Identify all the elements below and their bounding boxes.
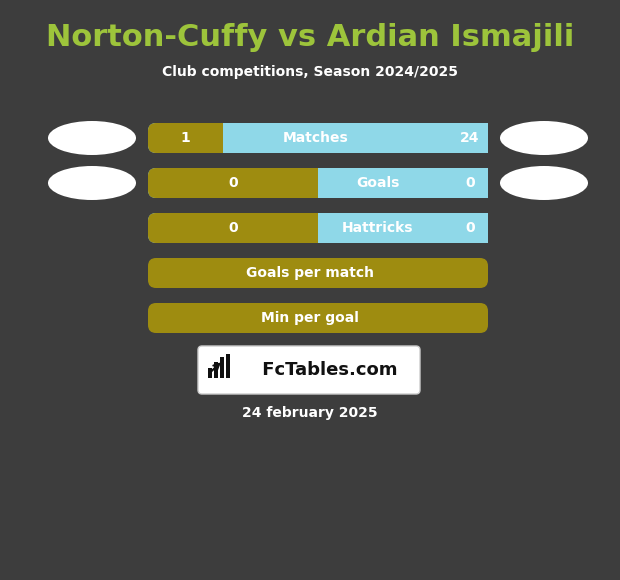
Text: 0: 0	[228, 176, 238, 190]
Text: 1: 1	[180, 131, 190, 145]
FancyBboxPatch shape	[148, 303, 488, 333]
FancyBboxPatch shape	[148, 168, 318, 198]
Text: Club competitions, Season 2024/2025: Club competitions, Season 2024/2025	[162, 65, 458, 79]
Text: Matches: Matches	[283, 131, 348, 145]
Text: 24: 24	[460, 131, 480, 145]
Text: 0: 0	[465, 176, 475, 190]
Bar	[318, 168, 488, 198]
Ellipse shape	[500, 121, 588, 155]
Bar	[318, 213, 488, 243]
Bar	[220, 357, 224, 378]
Ellipse shape	[500, 166, 588, 200]
FancyBboxPatch shape	[148, 258, 488, 288]
Bar	[208, 368, 212, 378]
Text: Goals per match: Goals per match	[246, 266, 374, 280]
Text: Hattricks: Hattricks	[342, 221, 414, 235]
FancyBboxPatch shape	[148, 123, 488, 153]
FancyBboxPatch shape	[198, 346, 420, 394]
FancyBboxPatch shape	[148, 123, 223, 153]
Bar	[214, 362, 218, 378]
Text: Norton-Cuffy vs Ardian Ismajili: Norton-Cuffy vs Ardian Ismajili	[46, 24, 574, 53]
Bar	[215, 123, 224, 153]
Bar	[223, 123, 488, 153]
Text: 24 february 2025: 24 february 2025	[242, 406, 378, 420]
Text: Min per goal: Min per goal	[261, 311, 359, 325]
Ellipse shape	[48, 166, 136, 200]
Text: Goals: Goals	[356, 176, 399, 190]
Bar	[310, 168, 319, 198]
Text: FcTables.com: FcTables.com	[255, 361, 397, 379]
Ellipse shape	[48, 121, 136, 155]
FancyBboxPatch shape	[148, 168, 488, 198]
FancyBboxPatch shape	[148, 213, 318, 243]
Text: 0: 0	[465, 221, 475, 235]
FancyBboxPatch shape	[148, 213, 488, 243]
Bar	[310, 213, 319, 243]
Text: 0: 0	[228, 221, 238, 235]
Bar	[226, 354, 230, 378]
